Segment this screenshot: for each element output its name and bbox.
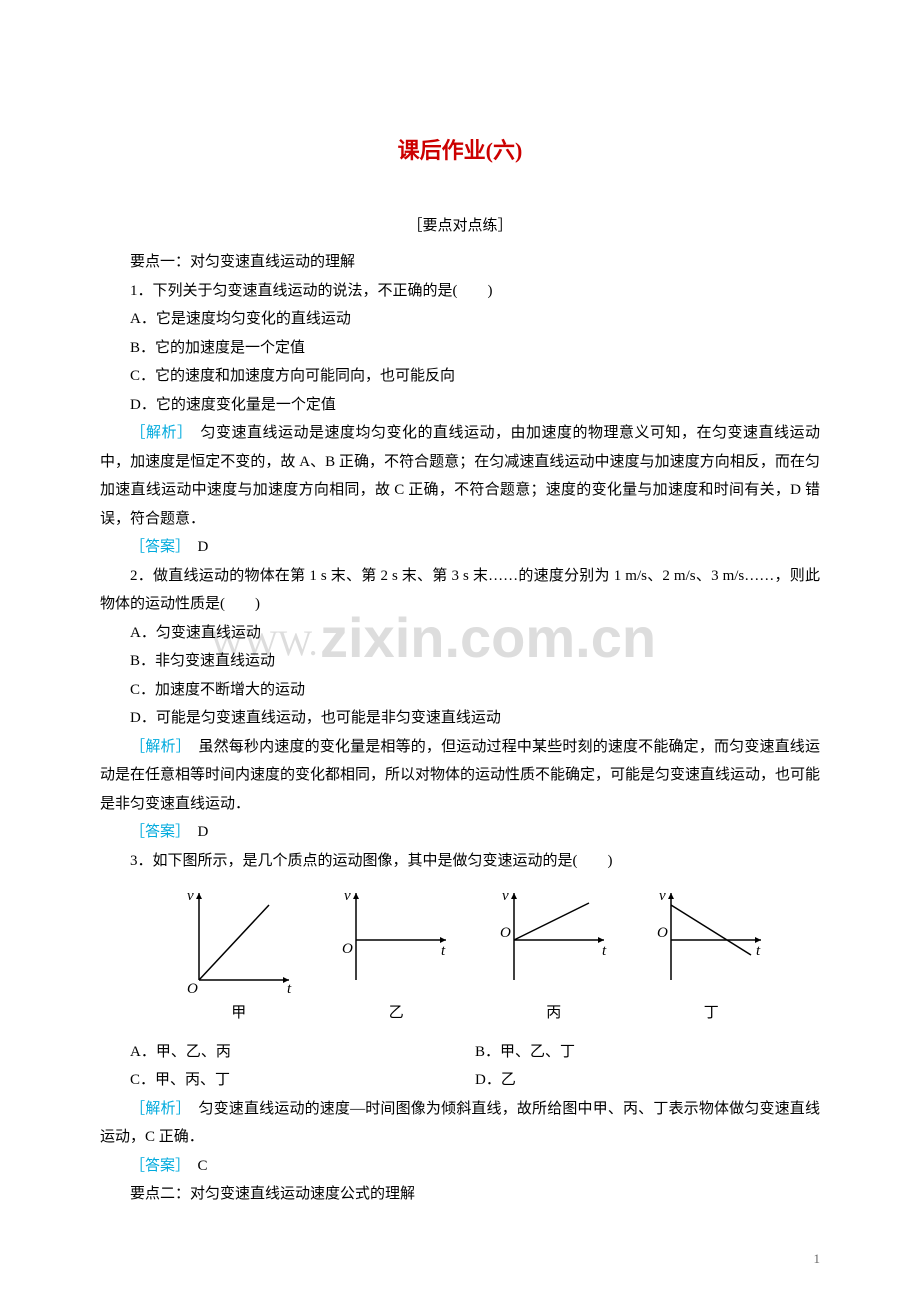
section1-title: 要点一：对匀变速直线运动的理解 xyxy=(100,248,820,277)
q3-stem: 3．如下图所示，是几个质点的运动图像，其中是做匀变速运动的是( ) xyxy=(100,847,820,876)
origin-label: O xyxy=(187,981,198,995)
origin-label: O xyxy=(657,925,668,941)
q1-optC: C．它的速度和加速度方向可能同向，也可能反向 xyxy=(100,362,820,391)
page-title: 课后作业(六) xyxy=(100,130,820,172)
figure-yi: v t O 乙 xyxy=(336,885,456,1028)
chart-yi: v t O xyxy=(336,885,456,995)
section2-title: 要点二：对匀变速直线运动速度公式的理解 xyxy=(100,1180,820,1209)
q3-analysis-block: ［解析］ 匀变速直线运动的速度—时间图像为倾斜直线，故所给图中甲、丙、丁表示物体… xyxy=(100,1095,820,1152)
axis-v-label: v xyxy=(502,888,509,904)
q3-analysis: 匀变速直线运动的速度—时间图像为倾斜直线，故所给图中甲、丙、丁表示物体做匀变速直… xyxy=(100,1101,820,1146)
q1-optA: A．它是速度均匀变化的直线运动 xyxy=(100,305,820,334)
figure-label-bing: 丙 xyxy=(494,999,614,1028)
page-number: 1 xyxy=(814,1247,821,1272)
content-area: 课后作业(六) ［要点对点练］ 要点一：对匀变速直线运动的理解 1．下列关于匀变… xyxy=(100,130,820,1209)
q3-optB: B．甲、乙、丁 xyxy=(475,1038,820,1067)
answer-label: ［答案］ xyxy=(130,539,183,555)
figure-label-yi: 乙 xyxy=(336,999,456,1028)
q3-options-row2: C．甲、丙、丁 D．乙 xyxy=(100,1066,820,1095)
figure-row: v t O 甲 v t O 乙 xyxy=(160,885,790,1028)
q1-answer: D xyxy=(183,539,209,555)
axis-t-label: t xyxy=(756,943,761,959)
q3-optD: D．乙 xyxy=(475,1066,820,1095)
q2-optD: D．可能是匀变速直线运动，也可能是非匀变速直线运动 xyxy=(100,704,820,733)
figure-bing: v t O 丙 xyxy=(494,885,614,1028)
axis-t-label: t xyxy=(441,943,446,959)
q1-optD: D．它的速度变化量是一个定值 xyxy=(100,391,820,420)
figure-ding: v t O 丁 xyxy=(651,885,771,1028)
q3-answer: C xyxy=(183,1158,208,1174)
q3-options-row1: A．甲、乙、丙 B．甲、乙、丁 xyxy=(100,1038,820,1067)
analysis-label: ［解析］ xyxy=(130,1101,183,1117)
answer-label: ［答案］ xyxy=(130,824,183,840)
q2-optC: C．加速度不断增大的运动 xyxy=(100,676,820,705)
chart-bing: v t O xyxy=(494,885,614,995)
q1-analysis-block: ［解析］ 匀变速直线运动是速度均匀变化的直线运动，由加速度的物理意义可知，在匀变… xyxy=(100,419,820,533)
q2-analysis: 虽然每秒内速度的变化量是相等的，但运动过程中某些时刻的速度不能确定，而匀变速直线… xyxy=(100,739,820,812)
q3-optC: C．甲、丙、丁 xyxy=(130,1066,475,1095)
axis-v-label: v xyxy=(187,888,194,904)
q1-optB: B．它的加速度是一个定值 xyxy=(100,334,820,363)
q2-analysis-block: ［解析］ 虽然每秒内速度的变化量是相等的，但运动过程中某些时刻的速度不能确定，而… xyxy=(100,733,820,819)
axis-t-label: t xyxy=(287,981,292,995)
origin-label: O xyxy=(342,941,353,957)
q2-stem: 2．做直线运动的物体在第 1 s 末、第 2 s 末、第 3 s 末……的速度分… xyxy=(100,568,820,613)
axis-v-label: v xyxy=(344,888,351,904)
analysis-label: ［解析］ xyxy=(130,425,185,441)
axis-t-label: t xyxy=(602,943,607,959)
analysis-label: ［解析］ xyxy=(130,739,183,755)
q2-optA: A．匀变速直线运动 xyxy=(100,619,820,648)
q2-answer: D xyxy=(183,824,209,840)
q1-analysis: 匀变速直线运动是速度均匀变化的直线运动，由加速度的物理意义可知，在匀变速直线运动… xyxy=(100,425,820,527)
figure-label-jia: 甲 xyxy=(179,999,299,1028)
q3-answer-block: ［答案］ C xyxy=(100,1152,820,1181)
q1-stem: 1．下列关于匀变速直线运动的说法，不正确的是( ) xyxy=(100,277,820,306)
q2-answer-block: ［答案］ D xyxy=(100,818,820,847)
chart-ding: v t O xyxy=(651,885,771,995)
q1-answer-block: ［答案］ D xyxy=(100,533,820,562)
chart-jia: v t O xyxy=(179,885,299,995)
q3-optA: A．甲、乙、丙 xyxy=(130,1038,475,1067)
origin-label: O xyxy=(500,925,511,941)
answer-label: ［答案］ xyxy=(130,1158,183,1174)
figure-label-ding: 丁 xyxy=(651,999,771,1028)
q2-optB: B．非匀变速直线运动 xyxy=(100,647,820,676)
subtitle: ［要点对点练］ xyxy=(100,212,820,241)
q2-stem-block: 2．做直线运动的物体在第 1 s 末、第 2 s 末、第 3 s 末……的速度分… xyxy=(100,562,820,619)
axis-v-label: v xyxy=(659,888,666,904)
figure-jia: v t O 甲 xyxy=(179,885,299,1028)
